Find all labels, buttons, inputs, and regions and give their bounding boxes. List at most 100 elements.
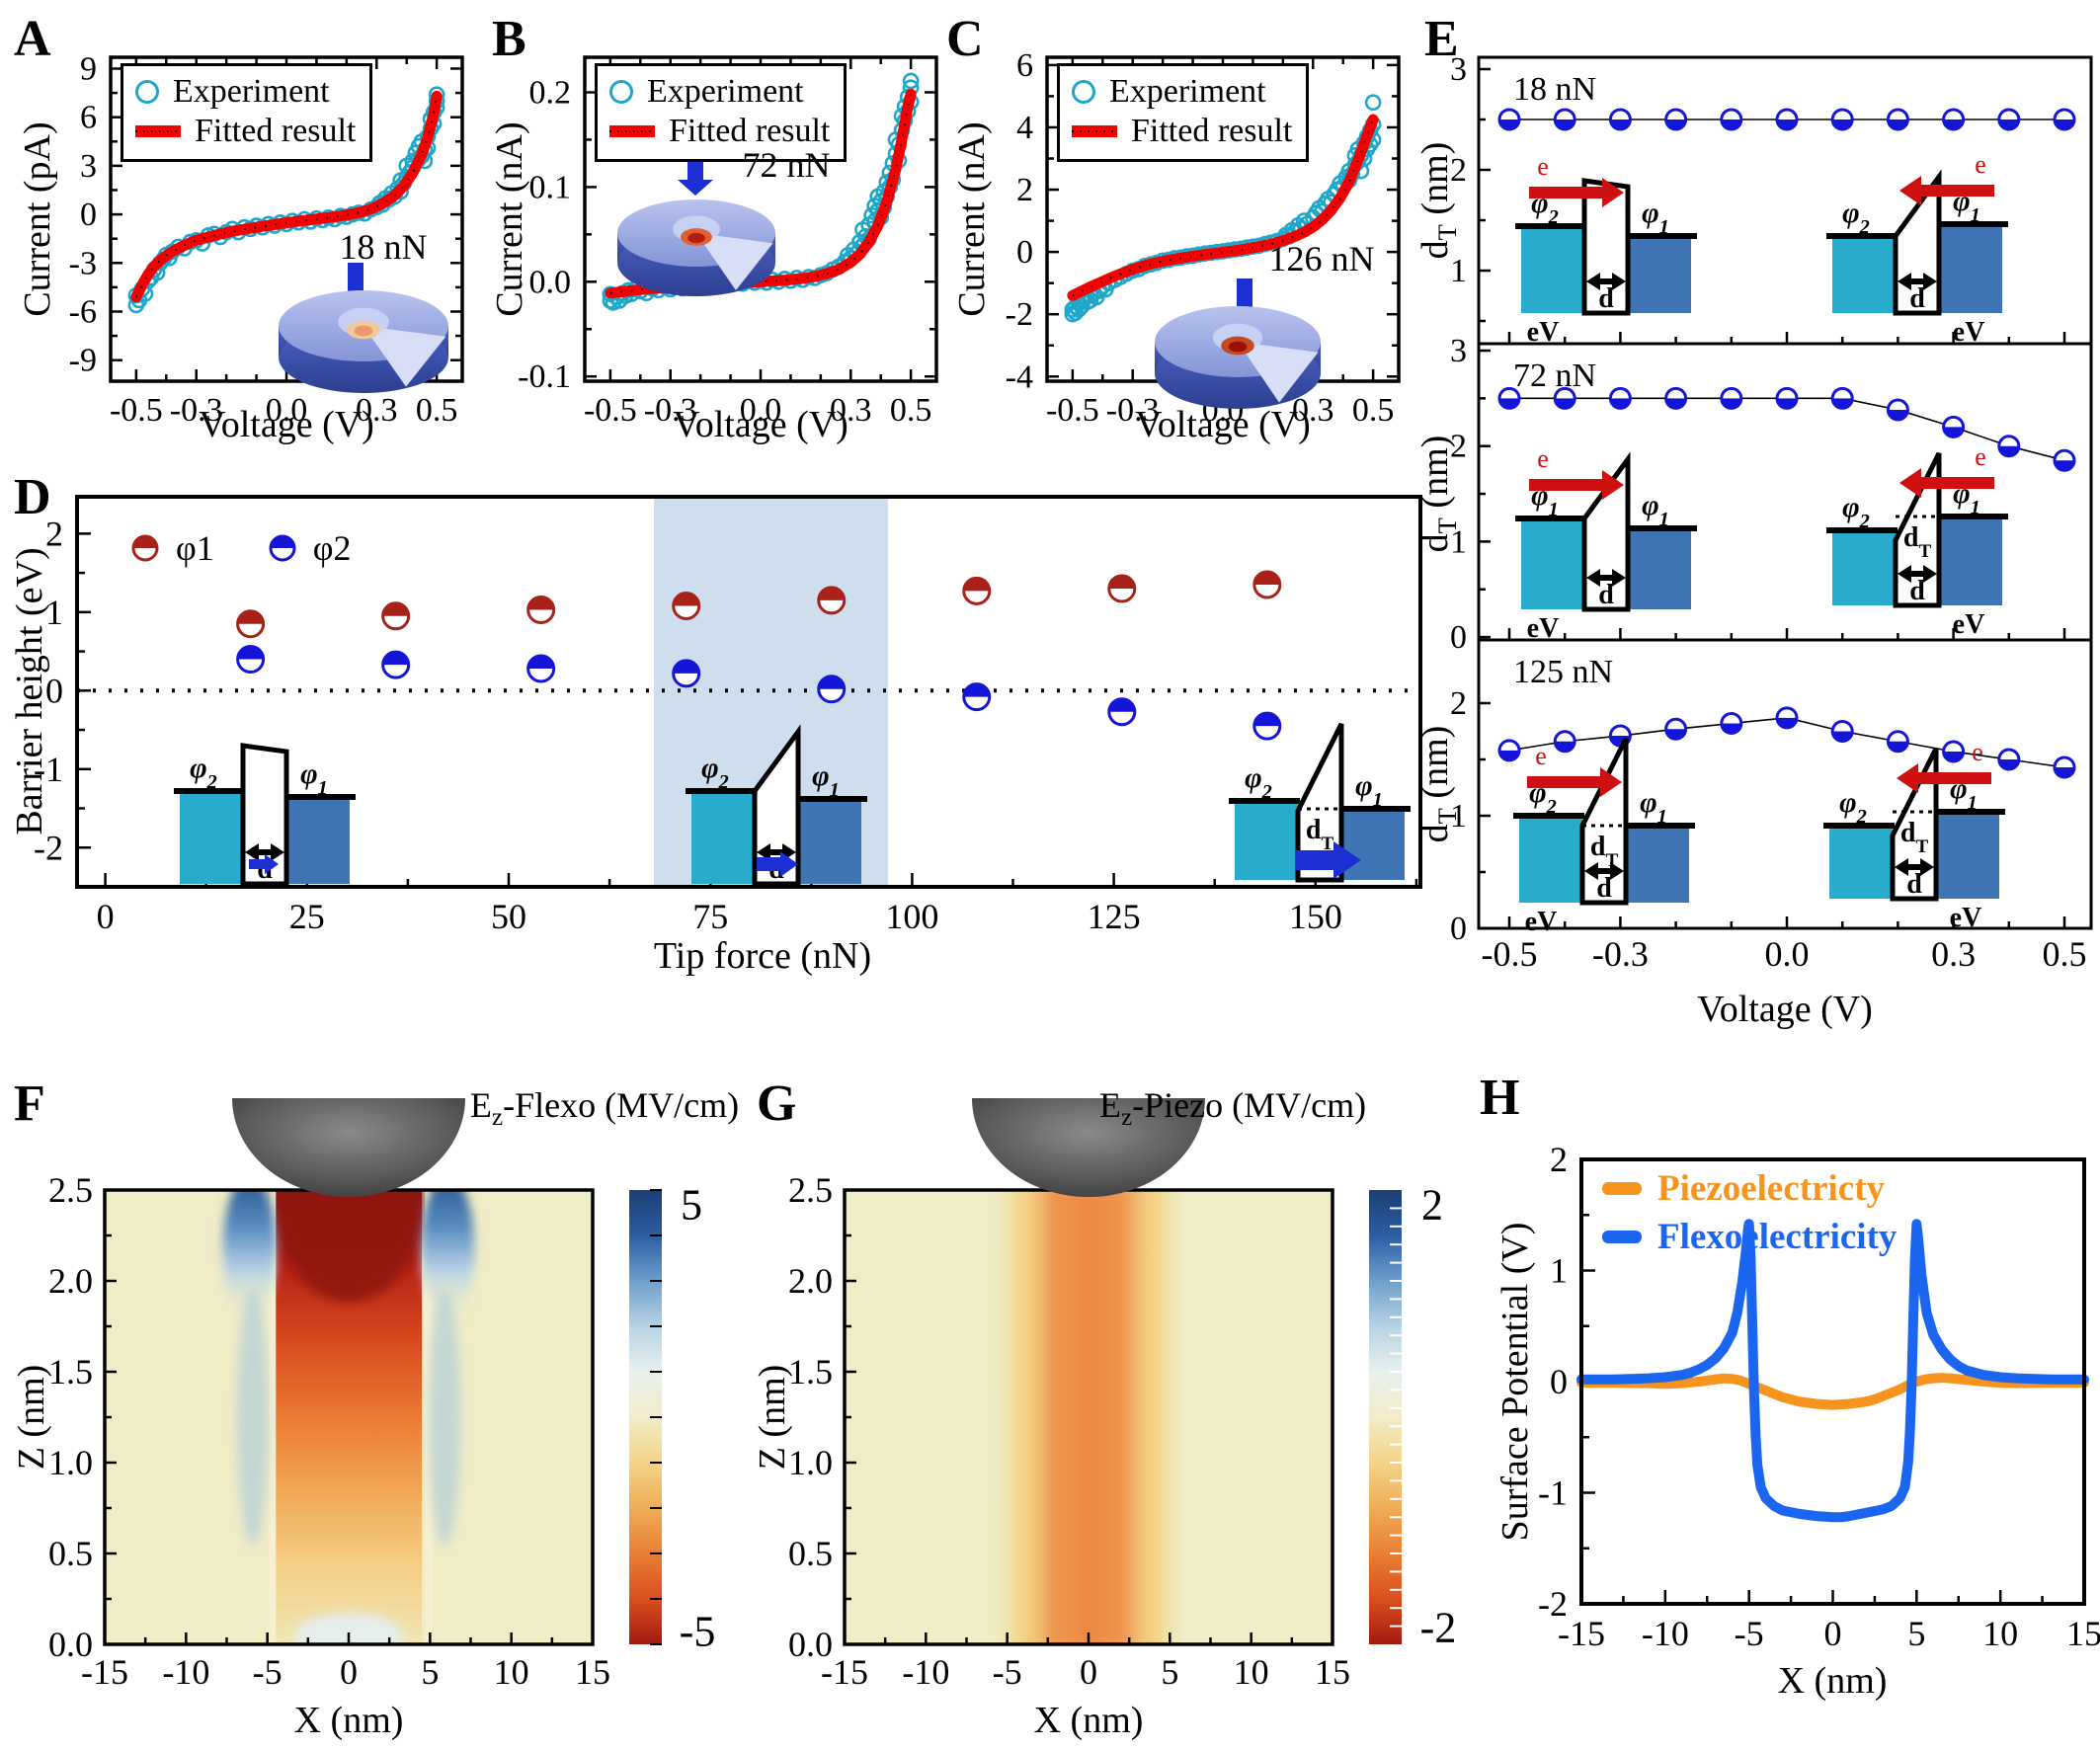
svg-text:0: 0 (1824, 1614, 1842, 1653)
svg-text:φ2: φ2 (1842, 491, 1870, 532)
h-legend: Piezoelectricty Flexoelectricity (1602, 1167, 1897, 1258)
svg-text:dT: dT (1306, 815, 1334, 854)
h-legend-flexo: Flexoelectricity (1602, 1216, 1897, 1258)
svg-text:eV: eV (1953, 317, 1985, 348)
phi1-marker-icon (131, 534, 159, 562)
svg-text:5: 5 (421, 1652, 439, 1692)
svg-text:1.0: 1.0 (48, 1443, 93, 1482)
f-colorbar-max: 5 (681, 1180, 702, 1230)
svg-text:φ2: φ2 (701, 752, 729, 793)
d-legend-phi2: φ2 (312, 528, 352, 568)
svg-text:10: 10 (1234, 1652, 1269, 1692)
panel-b-letter: B (492, 11, 526, 67)
svg-text:e: e (1537, 152, 1549, 181)
svg-text:2.0: 2.0 (788, 1261, 833, 1301)
d-legend: φ1 φ2 (130, 527, 352, 569)
d-y-axis-label: Barrier height (eV) (9, 547, 50, 835)
svg-text:d: d (1598, 283, 1614, 314)
svg-text:2: 2 (1450, 152, 1467, 189)
svg-text:5: 5 (1161, 1652, 1178, 1692)
svg-text:φ1: φ1 (1642, 489, 1669, 530)
b-x-axis-label: Voltage (V) (673, 404, 848, 445)
svg-text:-2: -2 (1538, 1584, 1568, 1624)
svg-text:-15: -15 (81, 1652, 128, 1692)
svg-text:φ2: φ2 (190, 752, 217, 793)
svg-text:1.5: 1.5 (788, 1352, 833, 1392)
svg-text:eV: eV (1527, 613, 1560, 644)
panel-f-letter: F (14, 1075, 45, 1132)
g-y-axis-label: Z (nm) (752, 1364, 793, 1471)
svg-text:0.1: 0.1 (529, 169, 572, 205)
experiment-marker-icon (1072, 80, 1095, 104)
d-legend-phi1: φ1 (176, 528, 214, 568)
svg-text:0.3: 0.3 (356, 392, 398, 429)
svg-text:-0.5: -0.5 (110, 392, 163, 429)
svg-text:9: 9 (80, 50, 97, 87)
svg-text:-5: -5 (1735, 1614, 1764, 1653)
phi2-marker-icon (269, 534, 296, 562)
svg-text:-10: -10 (1642, 1614, 1689, 1653)
svg-text:0: 0 (1550, 1362, 1568, 1401)
svg-text:5: 5 (1907, 1614, 1925, 1653)
h-x-axis-label: X (nm) (1777, 1660, 1888, 1702)
svg-text:eV: eV (1525, 907, 1558, 937)
svg-text:125: 125 (1088, 897, 1141, 936)
svg-text:0.0: 0.0 (266, 392, 308, 429)
a-legend-fitted: Fitted result (135, 112, 356, 151)
svg-text:3: 3 (1450, 333, 1467, 369)
svg-text:eV: eV (1953, 609, 1985, 640)
svg-text:100: 100 (885, 897, 938, 936)
c-x-axis-label: Voltage (V) (1135, 404, 1311, 445)
svg-text:φ2: φ2 (1842, 197, 1870, 238)
svg-text:3: 3 (1450, 51, 1467, 88)
svg-text:φ1: φ1 (1642, 197, 1669, 238)
e2-force-label: 72 nN (1513, 358, 1597, 394)
c-legend-fitted: Fitted result (1072, 112, 1292, 151)
svg-text:φ1: φ1 (300, 757, 328, 799)
svg-text:-1: -1 (34, 750, 63, 789)
svg-text:0.5: 0.5 (1352, 392, 1395, 429)
svg-text:dT: dT (1590, 832, 1619, 871)
a-x-axis-label: Voltage (V) (199, 404, 374, 445)
svg-text:1: 1 (1450, 253, 1467, 289)
svg-text:-2: -2 (1006, 296, 1033, 333)
a-legend: Experiment Fitted result (121, 63, 373, 162)
panel-d-letter: D (14, 469, 51, 525)
c-force-annotation: 126 nN (1268, 239, 1375, 278)
svg-text:-9: -9 (69, 343, 97, 379)
svg-text:15: 15 (2066, 1614, 2100, 1653)
svg-text:-0.5: -0.5 (584, 392, 637, 429)
svg-text:2: 2 (1450, 429, 1467, 465)
svg-text:-15: -15 (821, 1652, 868, 1692)
svg-text:75: 75 (692, 897, 728, 936)
e2-y-axis-label: dT (nm) (1414, 435, 1462, 553)
svg-text:6: 6 (80, 100, 97, 136)
f-colorbar-min: -5 (679, 1607, 716, 1656)
g-x-axis-label: X (nm) (1033, 1700, 1144, 1741)
fitted-line-icon (609, 125, 655, 137)
g-colorbar-min: -2 (1419, 1603, 1457, 1652)
svg-text:50: 50 (491, 897, 526, 936)
svg-text:e: e (1535, 742, 1547, 770)
svg-text:1: 1 (1550, 1251, 1568, 1291)
panel-e-letter: E (1424, 11, 1459, 67)
svg-text:6: 6 (1016, 47, 1033, 84)
svg-text:0: 0 (1450, 911, 1467, 947)
b-y-axis-label: Current (nA) (489, 121, 530, 317)
svg-text:0: 0 (1016, 234, 1033, 271)
svg-text:0.3: 0.3 (1292, 392, 1334, 429)
svg-text:2: 2 (45, 514, 63, 553)
svg-text:φ1: φ1 (1355, 769, 1383, 811)
e1-force-label: 18 nN (1513, 71, 1597, 108)
svg-text:0: 0 (80, 197, 97, 233)
svg-text:150: 150 (1289, 897, 1342, 936)
svg-text:1: 1 (1450, 798, 1467, 835)
svg-text:-10: -10 (902, 1652, 949, 1692)
c-y-axis-label: Current (nA) (951, 121, 993, 317)
svg-text:25: 25 (289, 897, 325, 936)
c-legend: Experiment Fitted result (1057, 63, 1310, 162)
svg-text:-0.3: -0.3 (170, 392, 223, 429)
svg-text:2.5: 2.5 (788, 1170, 833, 1210)
